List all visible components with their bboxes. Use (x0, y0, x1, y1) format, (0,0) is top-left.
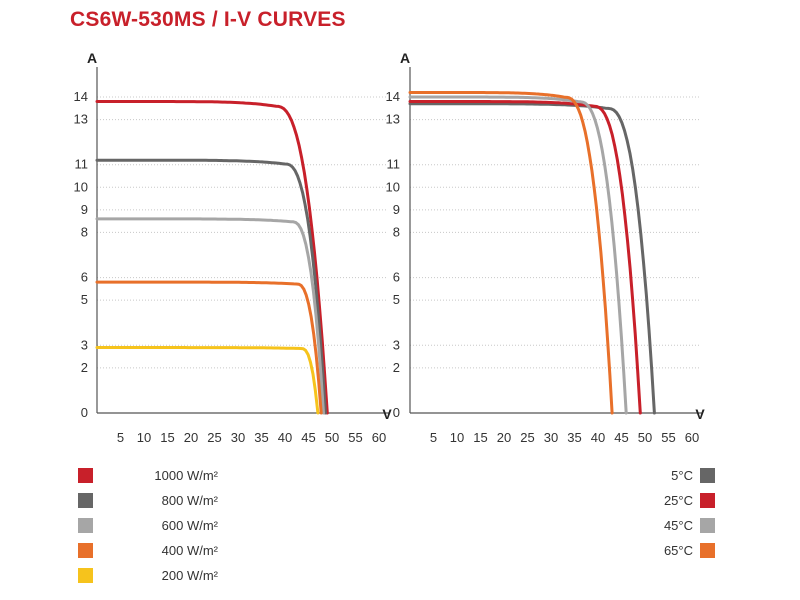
series-line (95, 280, 323, 415)
y-tick-label: 11 (387, 157, 401, 172)
series-line (95, 158, 327, 415)
y-tick-label: 10 (74, 179, 88, 194)
chart-title: CS6W-530MS / I-V CURVES (70, 8, 346, 31)
x-tick-label: 55 (661, 430, 675, 445)
y-tick-label: 9 (393, 202, 400, 217)
x-tick-label: 30 (544, 430, 558, 445)
y-tick-label: 6 (393, 270, 400, 285)
legend-swatch (78, 543, 93, 558)
legend-swatch (700, 543, 715, 558)
y-tick-label: 6 (81, 270, 88, 285)
legend-label: 25°C (663, 493, 693, 508)
y-tick-label: 13 (386, 112, 400, 127)
series-line (408, 102, 656, 415)
series-line (408, 95, 628, 415)
x-tick-label: 50 (638, 430, 652, 445)
legend-swatch (78, 493, 93, 508)
irradiance-legend: 1000 W/m² 800 W/m² 600 W/m² 400 W/m² 200… (78, 466, 238, 591)
legend-label: 400 W/m² (161, 543, 218, 558)
y-tick-label: 2 (81, 360, 88, 375)
x-tick-label: 5 (430, 430, 437, 445)
y-tick-label: 14 (386, 89, 400, 104)
temperature-legend: 5°C 25°C 45°C 65°C (640, 466, 730, 566)
y-tick-label: 0 (393, 405, 400, 420)
x-tick-label: 10 (137, 430, 151, 445)
y-tick-label: 8 (81, 224, 88, 239)
legend-label: 600 W/m² (161, 518, 218, 533)
y-tick-label: 11 (75, 157, 89, 172)
x-tick-label: 45 (614, 430, 628, 445)
legend-label: 65°C (663, 543, 693, 558)
legend-swatch (78, 468, 93, 483)
legend-label: 5°C (671, 468, 693, 483)
y-tick-label: 3 (81, 337, 88, 352)
y-tick-label: 2 (393, 360, 400, 375)
x-axis-unit: V (382, 406, 392, 422)
legend-swatch (78, 518, 93, 533)
y-tick-label: 3 (393, 337, 400, 352)
x-tick-label: 60 (685, 430, 699, 445)
x-tick-label: 60 (372, 430, 386, 445)
x-tick-label: 55 (348, 430, 362, 445)
series-line (408, 91, 614, 415)
y-tick-label: 5 (81, 292, 88, 307)
x-tick-label: 35 (254, 430, 268, 445)
x-tick-label: 15 (160, 430, 174, 445)
series-line (95, 346, 320, 415)
y-tick-label: 8 (393, 224, 400, 239)
x-tick-label: 35 (567, 430, 581, 445)
x-tick-label: 45 (301, 430, 315, 445)
legend-swatch (700, 468, 715, 483)
legend-label: 800 W/m² (161, 493, 218, 508)
y-tick-label: 9 (81, 202, 88, 217)
legend-swatch (78, 568, 93, 583)
y-axis-unit: A (400, 50, 410, 66)
series-line (408, 100, 642, 415)
x-axis-unit: V (695, 406, 705, 422)
series-line (95, 100, 329, 415)
series-line (95, 217, 325, 415)
y-axis-unit: A (87, 50, 97, 66)
legend-swatch (700, 493, 715, 508)
x-tick-label: 25 (520, 430, 534, 445)
legend-swatch (700, 518, 715, 533)
x-tick-label: 40 (278, 430, 292, 445)
y-tick-label: 13 (74, 112, 88, 127)
x-tick-label: 30 (231, 430, 245, 445)
x-tick-label: 10 (450, 430, 464, 445)
y-tick-label: 0 (81, 405, 88, 420)
x-tick-label: 15 (473, 430, 487, 445)
x-tick-label: 25 (207, 430, 221, 445)
x-tick-label: 20 (497, 430, 511, 445)
x-tick-label: 20 (184, 430, 198, 445)
x-tick-label: 5 (117, 430, 124, 445)
legend-label: 45°C (663, 518, 693, 533)
y-tick-label: 5 (393, 292, 400, 307)
legend-label: 200 W/m² (161, 568, 218, 583)
legend-label: 1000 W/m² (154, 468, 218, 483)
x-tick-label: 40 (591, 430, 605, 445)
y-tick-label: 10 (386, 179, 400, 194)
y-tick-label: 14 (74, 89, 88, 104)
x-tick-label: 50 (325, 430, 339, 445)
